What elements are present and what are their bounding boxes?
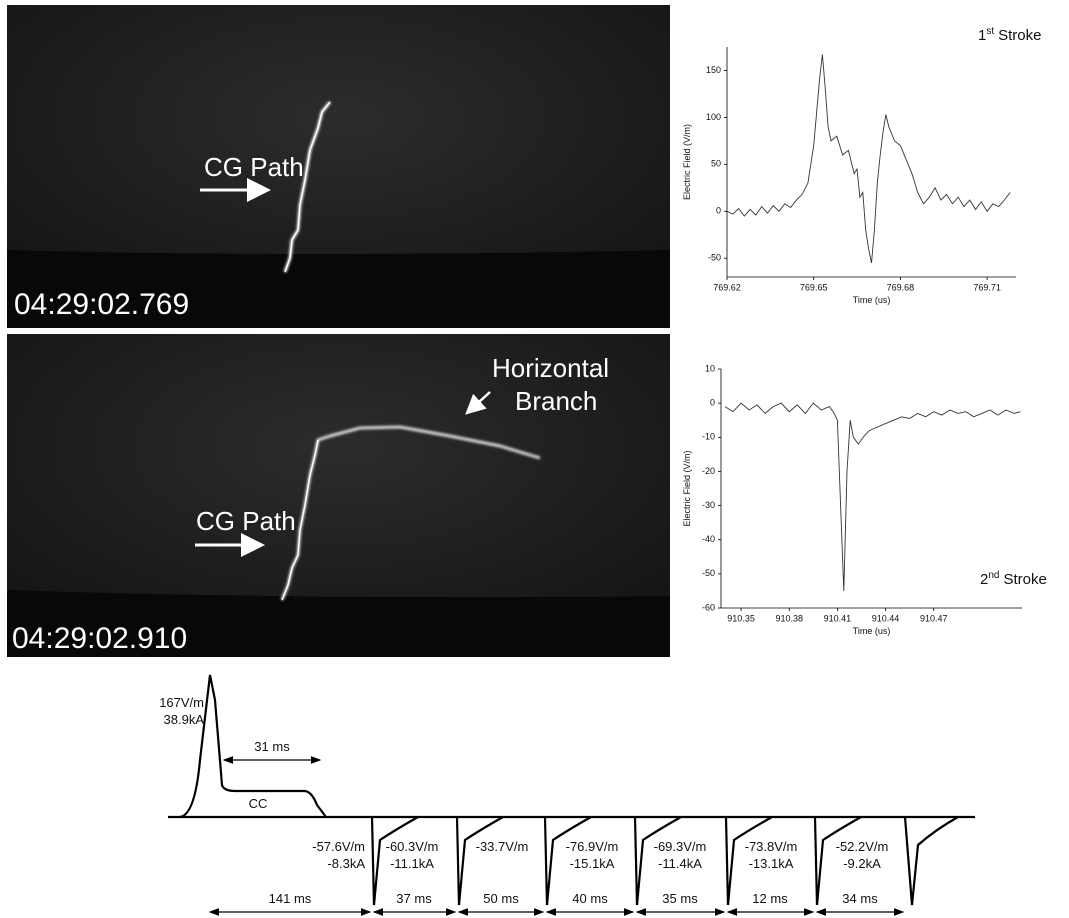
x-axis-title: Time (us) [853, 626, 891, 636]
stroke-label: 2nd Stroke [980, 570, 1047, 588]
stroke-suffix: nd [988, 570, 999, 581]
stroke-current: -11.4kA [658, 856, 702, 871]
x-tick-label: 910.44 [872, 613, 900, 623]
y-tick-label: -20 [702, 466, 715, 476]
stroke-suffix: st [986, 26, 994, 37]
stroke-current: -13.1kA [749, 856, 794, 871]
photo-top [7, 5, 670, 328]
y-tick-label: 150 [706, 65, 721, 75]
x-tick-label: 910.41 [824, 613, 852, 623]
stroke-word: Stroke [998, 27, 1041, 44]
x-tick-label: 910.47 [920, 613, 948, 623]
y-tick-label: -40 [702, 534, 715, 544]
path-label: CG Path [204, 152, 304, 182]
y-tick-label: 50 [711, 159, 721, 169]
stroke-field: -57.6V/m [312, 839, 365, 854]
stroke-field: -60.3V/m [386, 839, 439, 854]
x-tick-label: 769.71 [973, 282, 1001, 292]
interval-label: 141 ms [269, 891, 312, 906]
stroke-ordinal: 1 [978, 27, 986, 44]
stroke-labels: -57.6V/m -8.3kA -60.3V/m -11.1kA -33.7V/m -76… [269, 839, 889, 906]
signal-line [724, 402, 1021, 591]
peak-current: 38.9kA [164, 712, 205, 727]
x-tick-label: 769.68 [887, 282, 915, 292]
stroke-diagram [168, 674, 975, 906]
peak-field: 167V/m [159, 695, 204, 710]
y-tick-label: -10 [702, 432, 715, 442]
y-tick-label: 100 [706, 112, 721, 122]
x-tick-label: 910.38 [775, 613, 803, 623]
y-tick-label: -50 [708, 253, 721, 263]
photo-bottom [7, 334, 670, 657]
interval-label: 50 ms [483, 891, 519, 906]
y-tick-label: 10 [705, 363, 715, 373]
timestamp: 04:29:02.769 [14, 288, 189, 321]
interval-label: 12 ms [752, 891, 788, 906]
waveform-chart: -50 0 50 100 150 769.62 769.65 769.68 769.71 Time… [682, 26, 1041, 305]
interval-label: 34 ms [842, 891, 878, 906]
y-tick-label: 0 [710, 398, 715, 408]
path-label: CG Path [196, 506, 296, 536]
interval-arrows [208, 756, 905, 916]
cc-duration: 31 ms [254, 739, 290, 754]
y-axis-title: Electric Field (V/m) [682, 450, 692, 526]
stroke-field: -52.2V/m [836, 839, 889, 854]
stroke-current: -9.2kA [843, 856, 881, 871]
x-axis-title: Time (us) [853, 295, 891, 305]
interval-label: 35 ms [662, 891, 698, 906]
stroke-field: -73.8V/m [745, 839, 798, 854]
stroke-label: 1st Stroke [978, 26, 1041, 44]
stroke-current: -15.1kA [570, 856, 615, 871]
stroke-ordinal: 2 [980, 571, 988, 588]
y-tick-label: 0 [716, 206, 721, 216]
stroke-field: -33.7V/m [476, 839, 529, 854]
stroke-current: -8.3kA [327, 856, 365, 871]
stroke-field: -69.3V/m [654, 839, 707, 854]
x-tick-label: 769.62 [713, 282, 741, 292]
y-axis-title: Electric Field (V/m) [682, 124, 692, 200]
branch-label: Horizontal [492, 353, 609, 383]
y-tick-label: -30 [702, 500, 715, 510]
waveform-chart: 10 0 -10 -20 -30 -40 -50 -60 910.35 910.38 910.41 9… [682, 363, 1047, 636]
stroke-field: -76.9V/m [566, 839, 619, 854]
timestamp: 04:29:02.910 [12, 622, 187, 655]
x-tick-label: 910.35 [727, 613, 755, 623]
branch-label: Branch [515, 386, 597, 416]
stroke-word: Stroke [1003, 571, 1046, 588]
signal-line [726, 54, 1011, 263]
y-tick-label: -60 [702, 602, 715, 612]
y-tick-label: -50 [702, 568, 715, 578]
interval-label: 40 ms [572, 891, 608, 906]
stroke-current: -11.1kA [390, 856, 434, 871]
interval-label: 37 ms [396, 891, 432, 906]
x-tick-label: 769.65 [800, 282, 828, 292]
cc-label: CC [249, 796, 268, 811]
